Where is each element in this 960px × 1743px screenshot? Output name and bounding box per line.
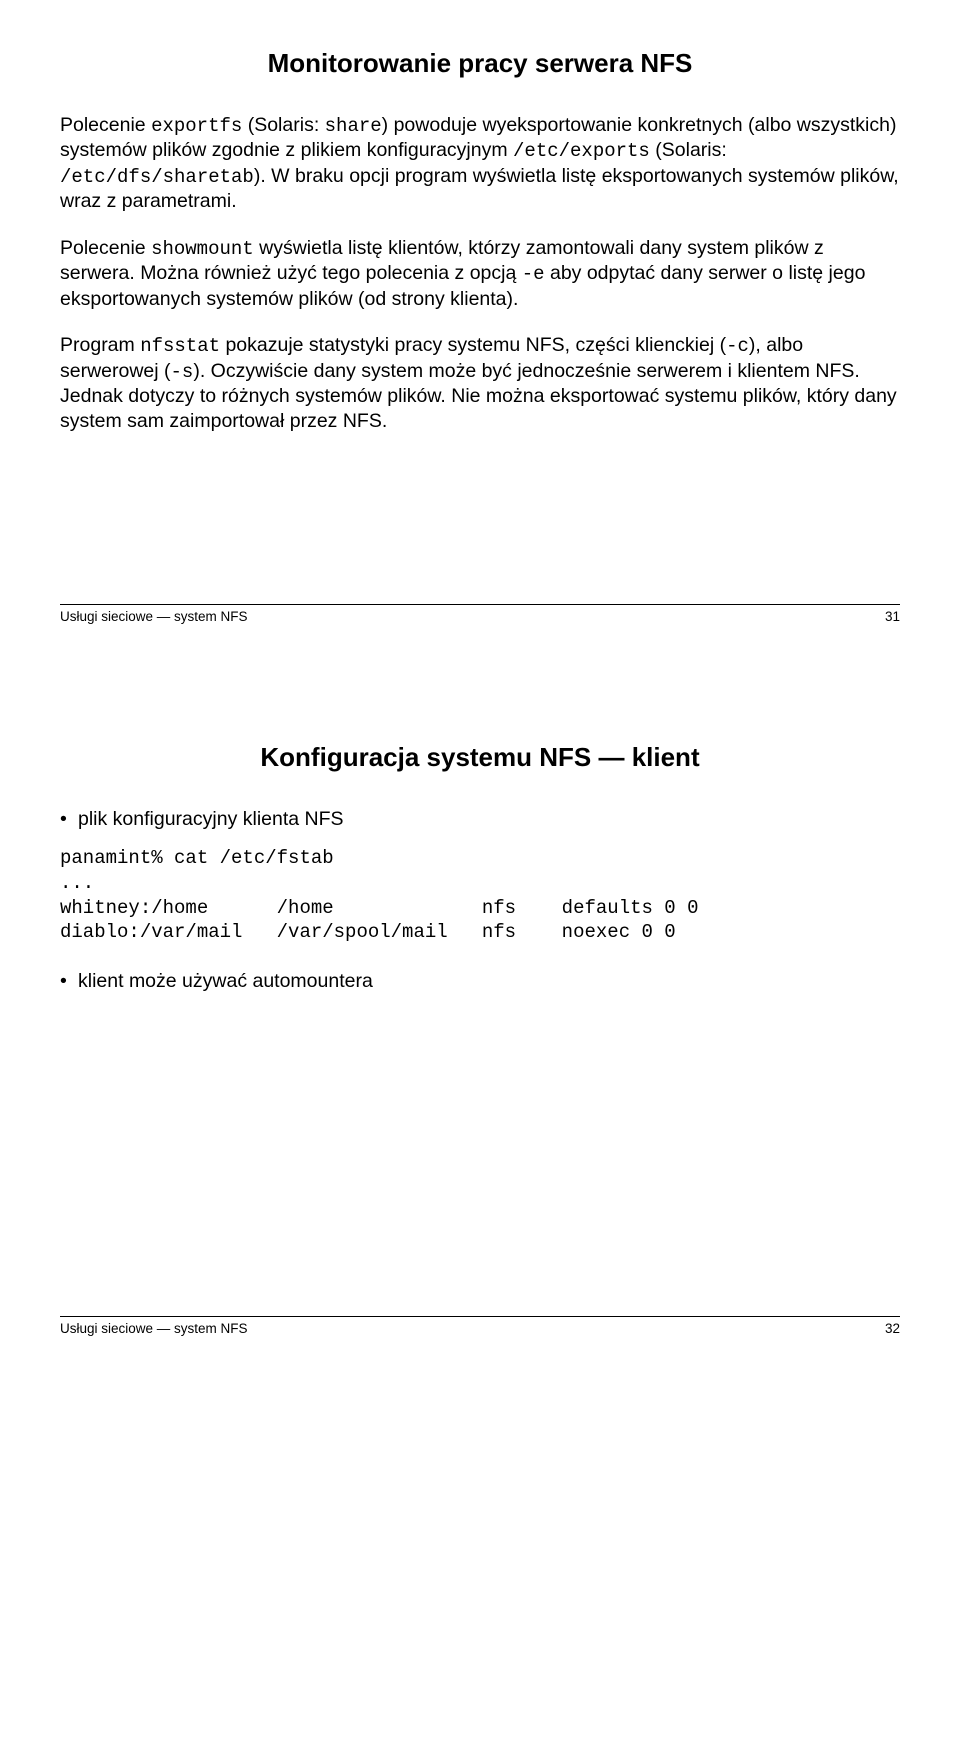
bullet-item: •plik konfiguracyjny klienta NFS (60, 807, 900, 832)
bullet-icon: • (60, 807, 78, 832)
paragraph-2: Polecenie showmount wyświetla listę klie… (60, 236, 900, 312)
bullet-text: klient może używać automountera (78, 970, 373, 992)
page-2: Konfiguracja systemu NFS — klient •plik … (0, 654, 960, 1366)
paragraph-3: Program nfsstat pokazuje statystyki prac… (60, 333, 900, 434)
footer-number: 31 (885, 609, 900, 624)
footer-left: Usługi sieciowe — system NFS (60, 1321, 248, 1336)
bullet-text: plik konfiguracyjny klienta NFS (78, 808, 344, 830)
footer-rule (60, 1316, 900, 1317)
paragraph-1: Polecenie exportfs (Solaris: share) powo… (60, 113, 900, 214)
page-title: Monitorowanie pracy serwera NFS (60, 48, 900, 79)
page-footer: Usługi sieciowe — system NFS 31 (60, 609, 900, 624)
footer-number: 32 (885, 1321, 900, 1336)
code-block: panamint% cat /etc/fstab ... whitney:/ho… (60, 846, 900, 945)
page-1: Monitorowanie pracy serwera NFS Poleceni… (0, 0, 960, 654)
footer-rule (60, 604, 900, 605)
bullet-icon: • (60, 969, 78, 994)
page-footer: Usługi sieciowe — system NFS 32 (60, 1321, 900, 1336)
footer-left: Usługi sieciowe — system NFS (60, 609, 248, 624)
page-title: Konfiguracja systemu NFS — klient (60, 742, 900, 773)
bullet-item: •klient może używać automountera (60, 969, 900, 994)
